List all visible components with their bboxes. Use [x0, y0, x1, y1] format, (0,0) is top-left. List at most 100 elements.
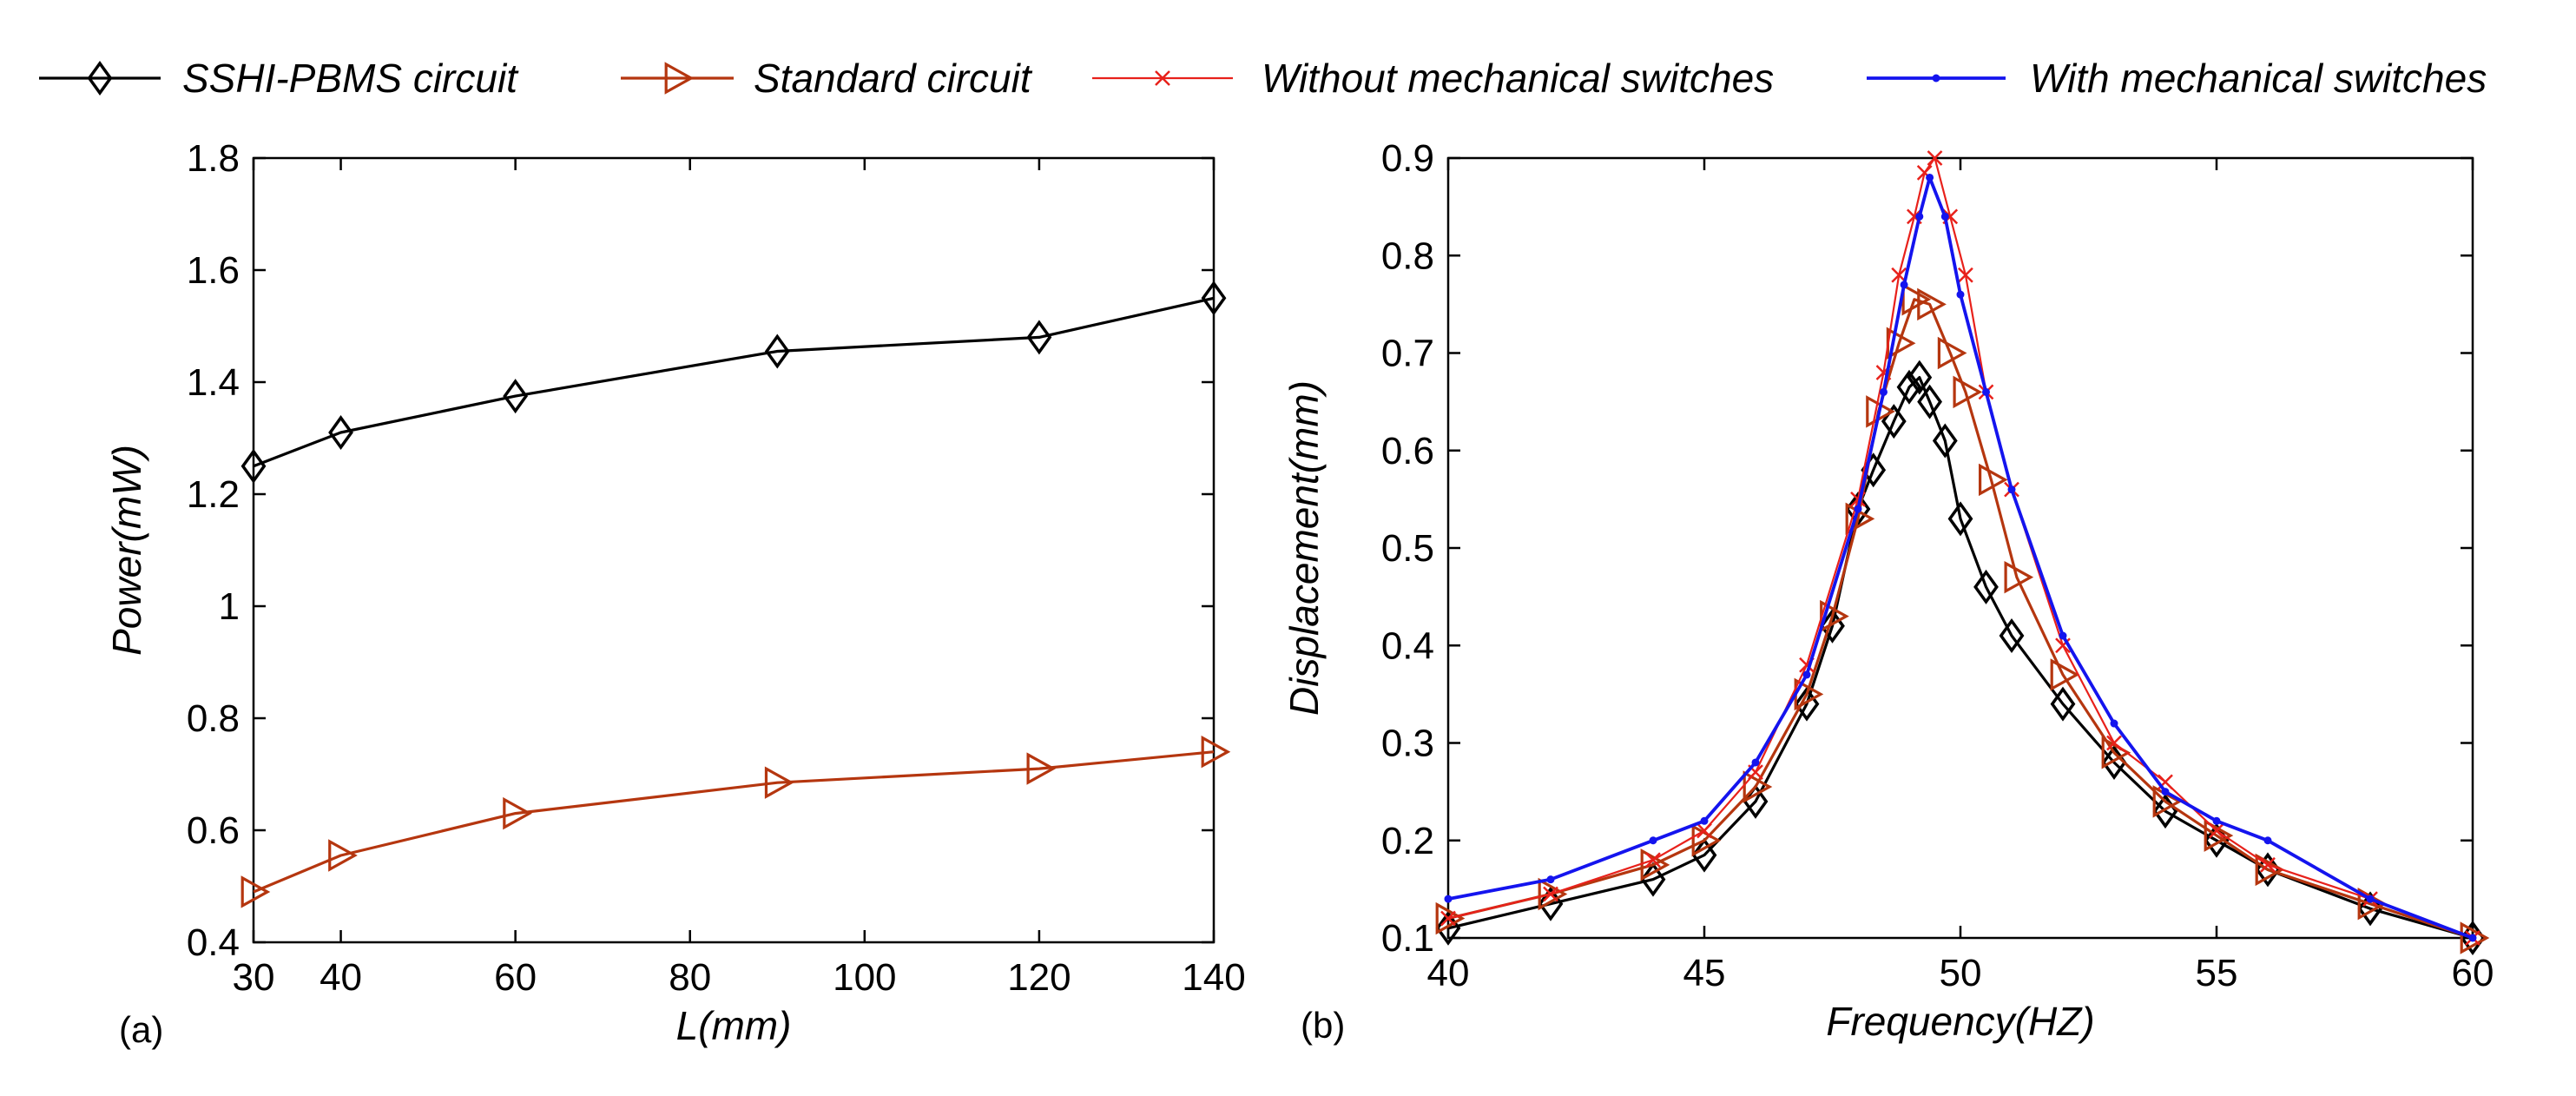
- series-line-without: [1447, 156, 2474, 940]
- data-point-ssh: [1026, 320, 1052, 355]
- y-tick-label: 1.2: [187, 473, 240, 516]
- series-line-ssh: [1447, 376, 2474, 940]
- data-point-without: [1696, 822, 1712, 839]
- y-tick-label: 0.4: [1381, 624, 1434, 667]
- data-point-without: [2260, 856, 2276, 873]
- y-tick-label: 0.8: [1381, 234, 1434, 277]
- y-tick-label: 1.6: [187, 249, 240, 292]
- x-tick-label: 100: [833, 956, 896, 999]
- data-point-standard: [1538, 877, 1568, 911]
- data-point-with: [1444, 895, 1453, 903]
- legend-marker: [1932, 74, 1940, 83]
- legend-label: With mechanical switches: [2030, 56, 2487, 101]
- x-axis-label: Frequency(HZ): [1826, 999, 2094, 1044]
- data-point-ssh: [1973, 569, 1999, 604]
- x-axis-label: L(mm): [676, 1003, 792, 1048]
- series-line-standard: [1447, 298, 2474, 940]
- data-point-with: [2468, 934, 2477, 942]
- data-point-with: [1880, 387, 1888, 396]
- data-point-standard: [1201, 735, 1231, 769]
- data-point-ssh: [2357, 891, 2383, 927]
- legend: SSHI-PBMS circuit Standard circuit Without…: [39, 56, 2487, 101]
- data-point-standard: [1901, 283, 1932, 316]
- data-point-ssh: [1743, 783, 1769, 819]
- data-point-standard: [1743, 770, 1773, 803]
- series-standard: [240, 735, 1231, 908]
- data-point-ssh: [1881, 404, 1907, 439]
- x-tick-label: 50: [1940, 952, 1982, 994]
- data-point-standard: [1917, 287, 1947, 321]
- data-point-ssh: [1999, 618, 2025, 654]
- data-point-standard: [764, 766, 794, 799]
- data-point-ssh: [1201, 281, 1227, 316]
- data-point-without: [1543, 886, 1558, 902]
- x-tick-label: 60: [2452, 952, 2494, 994]
- data-point-standard: [2004, 560, 2034, 594]
- data-point-ssh: [240, 448, 267, 484]
- data-point-ssh: [1907, 360, 1933, 395]
- data-point-with: [1926, 173, 1934, 182]
- legend-item-with: With mechanical switches: [1867, 56, 2487, 101]
- data-point-ssh: [503, 379, 529, 414]
- data-point-standard: [1953, 375, 1983, 409]
- legend-marker: [664, 62, 695, 95]
- x-tick-label: 40: [1427, 952, 1470, 994]
- data-point-standard: [1026, 752, 1057, 785]
- panel-label: (b): [1301, 1005, 1345, 1046]
- y-tick-label: 1.4: [187, 361, 240, 404]
- data-point-ssh: [2050, 686, 2076, 722]
- data-point-ssh: [1917, 384, 1942, 419]
- data-point-with: [2007, 485, 2016, 494]
- legend-item-without: Without mechanical switches: [1092, 56, 1774, 101]
- data-point-standard: [1435, 901, 1466, 935]
- data-point-with: [2059, 631, 2067, 640]
- data-point-without: [1645, 852, 1661, 868]
- data-point-with: [2161, 788, 2170, 796]
- series-line-ssh: [253, 296, 1215, 468]
- x-tick-label: 120: [1007, 956, 1071, 999]
- y-tick-label: 1.8: [187, 137, 240, 180]
- x-tick-label: 60: [494, 956, 537, 999]
- data-point-with: [1854, 505, 1862, 513]
- data-point-with: [1751, 758, 1760, 767]
- data-point-with: [1940, 212, 1949, 221]
- y-tick-label: 0.1: [1381, 917, 1434, 960]
- data-point-ssh: [1932, 423, 1958, 459]
- y-tick-label: 1: [219, 585, 240, 628]
- y-tick-label: 0.5: [1381, 527, 1434, 570]
- x-tick-label: 30: [233, 956, 275, 999]
- data-point-without: [2106, 735, 2122, 751]
- data-point-standard: [2050, 658, 2080, 691]
- plot-frame: [252, 156, 1216, 944]
- data-point-standard: [503, 796, 532, 830]
- legend-label: SSHI-PBMS circuit: [182, 56, 519, 101]
- series-standard: [1435, 283, 2490, 954]
- data-point-with: [1956, 290, 1965, 299]
- y-tick-label: 0.8: [187, 697, 240, 740]
- data-point-without: [1927, 150, 1943, 166]
- series-ssh: [240, 281, 1227, 484]
- data-point-with: [1700, 816, 1709, 825]
- y-tick-label: 0.4: [187, 921, 240, 964]
- legend-marker: [1155, 70, 1170, 86]
- data-point-with: [1982, 387, 1990, 396]
- panel-b-displacement-vs-frequency: 40 45 50 55 60 0.1 0.2 0.3 0.4 0.5 0.6 0.7 0.8 0.9 Fre…: [1281, 137, 2494, 1046]
- x-tick-label: 45: [1683, 952, 1726, 994]
- x-tick-label: 80: [669, 956, 711, 999]
- y-tick-label: 0.7: [1381, 333, 1434, 375]
- data-point-standard: [328, 839, 358, 872]
- data-point-ssh: [1691, 837, 1717, 873]
- y-tick-label: 0.3: [1381, 723, 1434, 765]
- data-point-without: [2209, 822, 2224, 839]
- data-point-with: [1915, 212, 1924, 221]
- legend-marker: [87, 61, 113, 96]
- panel-a-power-vs-length: 30 40 60 80 100 120 140 0.4 0.6 0.8 1 1.2 1.4 1.6 1.8 L…: [104, 137, 1246, 1050]
- data-point-without: [1958, 267, 1973, 283]
- legend-item-ssh: SSHI-PBMS circuit: [39, 56, 519, 101]
- legend-item-standard: Standard circuit: [621, 56, 1033, 101]
- data-point-standard: [2460, 921, 2490, 954]
- data-point-ssh: [328, 415, 353, 451]
- data-point-with: [2263, 836, 2272, 845]
- data-point-with: [2110, 719, 2118, 728]
